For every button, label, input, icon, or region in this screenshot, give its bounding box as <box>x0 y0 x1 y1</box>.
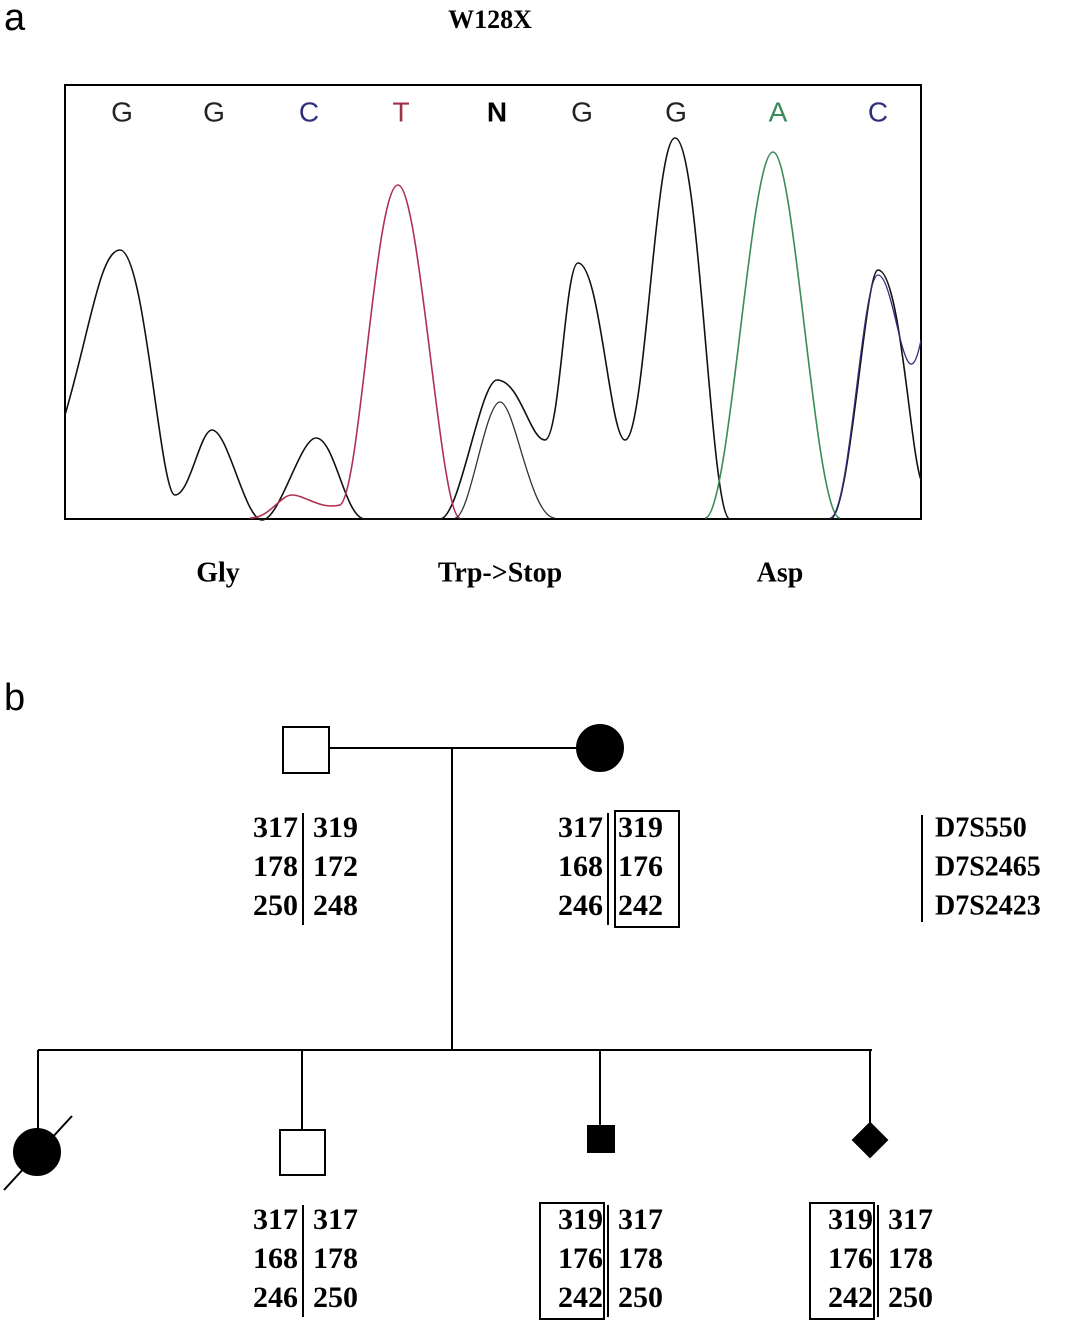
allele: 172 <box>313 850 358 883</box>
codon-label: Gly <box>196 557 240 588</box>
allele: 246 <box>253 1281 298 1314</box>
base-call: G <box>111 96 133 127</box>
marker-name: D7S2423 <box>935 890 1041 921</box>
allele: 317 <box>618 1203 663 1236</box>
allele: 319 <box>618 811 663 844</box>
trace-g <box>64 137 922 521</box>
allele: 319 <box>828 1203 873 1236</box>
base-call: C <box>299 96 319 127</box>
panel-label: a <box>4 0 26 39</box>
allele: 250 <box>253 889 298 922</box>
allele: 168 <box>558 850 603 883</box>
marker-name: D7S2465 <box>935 851 1041 882</box>
allele: 178 <box>618 1242 663 1275</box>
codon-label: Asp <box>757 557 804 588</box>
allele: 176 <box>558 1242 603 1275</box>
allele: 248 <box>313 889 358 922</box>
allele: 242 <box>618 889 663 922</box>
allele: 319 <box>313 811 358 844</box>
allele: 178 <box>253 850 298 883</box>
allele: 317 <box>253 811 298 844</box>
allele: 317 <box>313 1203 358 1236</box>
base-call: N <box>487 96 507 127</box>
panel-label: b <box>4 677 25 719</box>
chromatogram-frame <box>64 84 922 520</box>
allele: 246 <box>558 889 603 922</box>
base-call: G <box>665 96 687 127</box>
child-affected <box>851 1121 889 1159</box>
mutation-title: W128X <box>448 5 532 34</box>
allele: 250 <box>888 1281 933 1314</box>
trace-n <box>454 401 556 519</box>
allele: 319 <box>558 1203 603 1236</box>
pedigree <box>3 724 923 1191</box>
allele: 317 <box>558 811 603 844</box>
allele: 168 <box>253 1242 298 1275</box>
mother <box>576 724 624 772</box>
codon-label: Trp->Stop <box>438 557 562 588</box>
base-call: G <box>203 96 225 127</box>
allele: 178 <box>313 1242 358 1275</box>
trace-a <box>704 151 841 519</box>
allele: 242 <box>828 1281 873 1314</box>
base-call: G <box>571 96 593 127</box>
trace-c <box>829 274 922 519</box>
father <box>282 726 330 774</box>
allele: 242 <box>558 1281 603 1314</box>
marker-name: D7S550 <box>935 812 1027 843</box>
base-call: C <box>868 96 888 127</box>
allele: 250 <box>618 1281 663 1314</box>
linked-haplotype-box <box>539 1202 605 1320</box>
linked-haplotype-box <box>614 810 680 928</box>
linked-haplotype-box <box>809 1202 875 1320</box>
base-call: A <box>769 96 788 127</box>
allele: 250 <box>313 1281 358 1314</box>
base-call: T <box>392 96 409 127</box>
child-affected <box>587 1125 615 1153</box>
allele: 178 <box>888 1242 933 1275</box>
allele: 176 <box>828 1242 873 1275</box>
allele: 317 <box>253 1203 298 1236</box>
child-unaffected <box>279 1129 326 1176</box>
allele: 176 <box>618 850 663 883</box>
deceased-mark <box>3 1115 73 1191</box>
allele: 317 <box>888 1203 933 1236</box>
trace-t <box>249 184 461 519</box>
